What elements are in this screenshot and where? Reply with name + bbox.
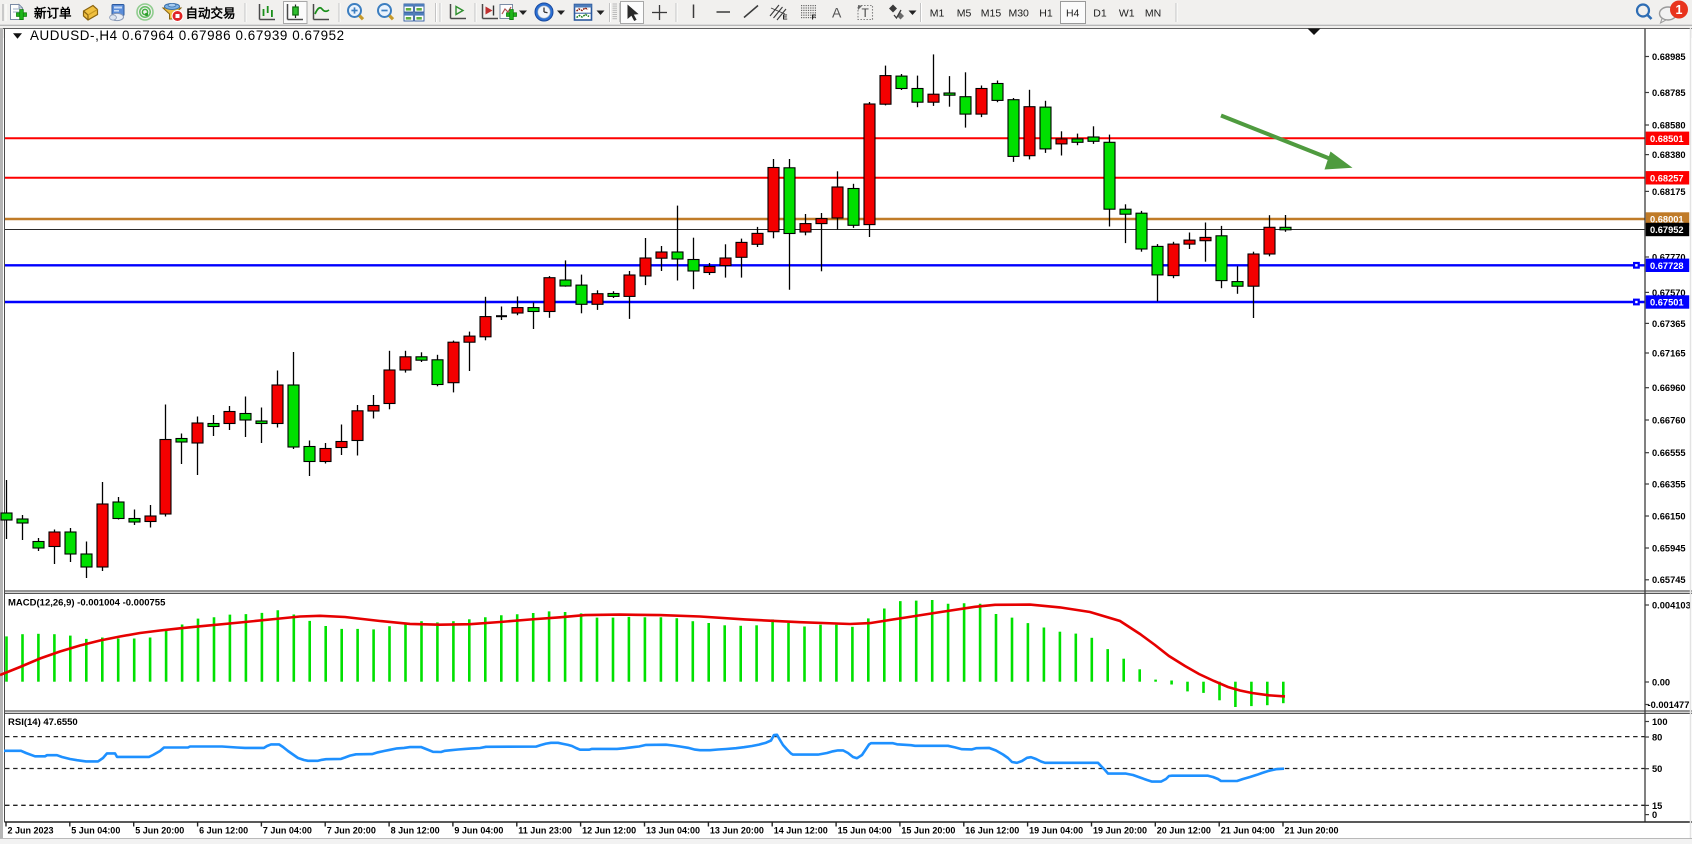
svg-text:5 Jun 04:00: 5 Jun 04:00: [71, 826, 120, 836]
svg-text:MN: MN: [1145, 8, 1161, 20]
svg-text:H1: H1: [1039, 8, 1053, 20]
svg-text:21 Jun 20:00: 21 Jun 20:00: [1285, 826, 1339, 836]
svg-text:0.66355: 0.66355: [1652, 479, 1686, 489]
svg-text:0.66150: 0.66150: [1652, 511, 1686, 521]
svg-text:0.68501: 0.68501: [1650, 134, 1684, 144]
svg-text:0.67770: 0.67770: [1652, 252, 1686, 262]
svg-text:19 Jun 20:00: 19 Jun 20:00: [1093, 826, 1147, 836]
svg-text:0.66960: 0.66960: [1652, 383, 1686, 393]
svg-text:A: A: [832, 5, 842, 21]
svg-text:2 Jun 2023: 2 Jun 2023: [8, 826, 54, 836]
svg-text:M30: M30: [1008, 8, 1029, 20]
svg-text:T: T: [862, 6, 870, 20]
svg-text:11 Jun 23:00: 11 Jun 23:00: [518, 826, 572, 836]
svg-text:0.67728: 0.67728: [1650, 261, 1684, 271]
svg-text:6 Jun 12:00: 6 Jun 12:00: [199, 826, 248, 836]
svg-text:D1: D1: [1093, 8, 1107, 20]
svg-text:RSI(14) 47.6550: RSI(14) 47.6550: [8, 717, 78, 728]
svg-text:19 Jun 04:00: 19 Jun 04:00: [1029, 826, 1083, 836]
svg-text:8 Jun 12:00: 8 Jun 12:00: [391, 826, 440, 836]
svg-text:13 Jun 20:00: 13 Jun 20:00: [710, 826, 764, 836]
svg-text:W1: W1: [1119, 8, 1135, 20]
svg-text:0.68380: 0.68380: [1652, 150, 1686, 160]
svg-text:E: E: [783, 13, 788, 22]
svg-text:5 Jun 20:00: 5 Jun 20:00: [135, 826, 184, 836]
svg-text:0.004103: 0.004103: [1652, 600, 1691, 610]
svg-text:0.65945: 0.65945: [1652, 543, 1686, 553]
svg-text:MACD(12,26,9) -0.001004 -0.000: MACD(12,26,9) -0.001004 -0.000755: [8, 598, 166, 609]
svg-text:15: 15: [1652, 801, 1662, 811]
svg-text:0.68580: 0.68580: [1652, 120, 1686, 130]
svg-text:F: F: [812, 13, 817, 22]
svg-text:0.68257: 0.68257: [1650, 173, 1684, 183]
svg-text:20 Jun 12:00: 20 Jun 12:00: [1157, 826, 1211, 836]
svg-text:0.67570: 0.67570: [1652, 288, 1686, 298]
svg-text:0.67501: 0.67501: [1650, 298, 1684, 308]
svg-text:M1: M1: [930, 8, 945, 20]
svg-text:7 Jun 04:00: 7 Jun 04:00: [263, 826, 312, 836]
svg-text:H4: H4: [1066, 8, 1080, 20]
svg-text:1: 1: [1676, 3, 1683, 17]
svg-text:M5: M5: [957, 8, 972, 20]
svg-text:0.67165: 0.67165: [1652, 348, 1686, 358]
svg-text:9 Jun 04:00: 9 Jun 04:00: [454, 826, 503, 836]
svg-text:新订单: 新订单: [34, 6, 72, 21]
svg-text:50: 50: [1652, 764, 1662, 774]
svg-text:0.00: 0.00: [1652, 677, 1670, 687]
svg-text:0.67952: 0.67952: [1650, 225, 1684, 235]
svg-text:0.66555: 0.66555: [1652, 448, 1686, 458]
svg-text:-0.001477: -0.001477: [1648, 700, 1690, 710]
svg-text:15 Jun 20:00: 15 Jun 20:00: [901, 826, 955, 836]
svg-text:7 Jun 20:00: 7 Jun 20:00: [327, 826, 376, 836]
svg-text:0.66760: 0.66760: [1652, 415, 1686, 425]
svg-text:21 Jun 04:00: 21 Jun 04:00: [1221, 826, 1275, 836]
svg-text:12 Jun 12:00: 12 Jun 12:00: [582, 826, 636, 836]
svg-text:14 Jun 12:00: 14 Jun 12:00: [774, 826, 828, 836]
svg-text:0.67365: 0.67365: [1652, 319, 1686, 329]
svg-text:M15: M15: [981, 8, 1002, 20]
svg-text:0.68985: 0.68985: [1652, 52, 1686, 62]
svg-text:0.68001: 0.68001: [1650, 215, 1684, 225]
svg-text:15 Jun 04:00: 15 Jun 04:00: [838, 826, 892, 836]
svg-text:0.68785: 0.68785: [1652, 88, 1686, 98]
svg-text:0.68175: 0.68175: [1652, 187, 1686, 197]
svg-text:100: 100: [1652, 717, 1668, 727]
svg-text:16 Jun 12:00: 16 Jun 12:00: [965, 826, 1019, 836]
svg-text:0.65745: 0.65745: [1652, 575, 1686, 585]
svg-text:自动交易: 自动交易: [186, 6, 236, 21]
svg-text:13 Jun 04:00: 13 Jun 04:00: [646, 826, 700, 836]
svg-text:AUDUSD-,H4 0.67964 0.67986 0.: AUDUSD-,H4 0.67964 0.67986 0.67939 0.679…: [30, 28, 345, 43]
svg-text:0: 0: [1652, 810, 1657, 820]
svg-text:80: 80: [1652, 732, 1662, 742]
